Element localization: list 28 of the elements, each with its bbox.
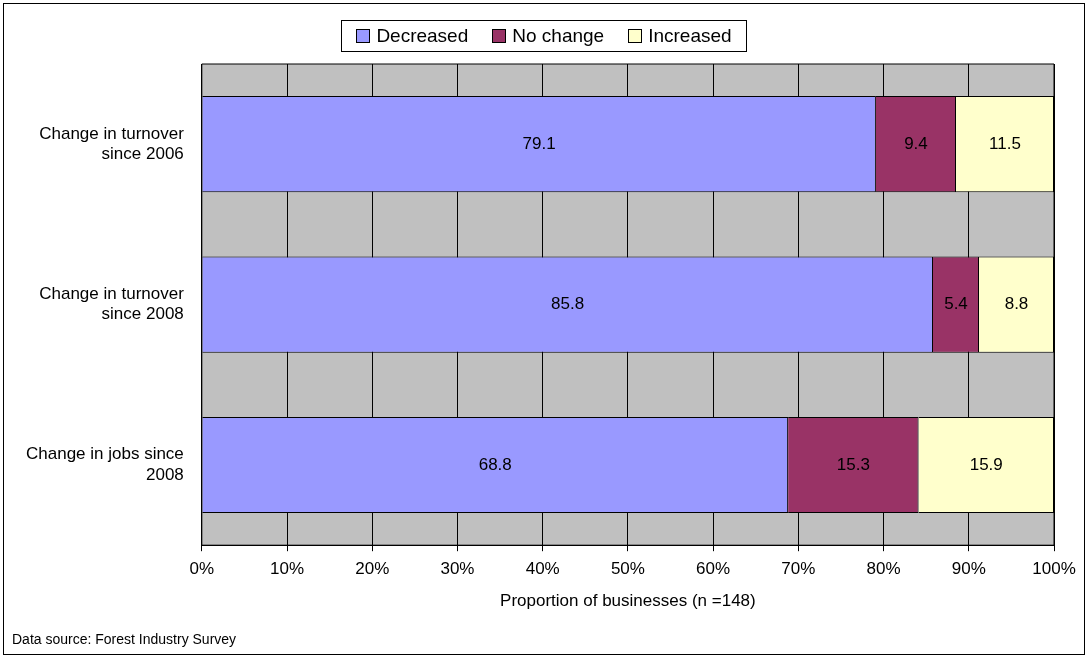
x-tick-label: 30% (440, 559, 475, 579)
x-tick-label: 100% (1032, 559, 1076, 579)
x-tick-label: 90% (951, 559, 986, 579)
x-axis-title: Proportion of businesses (n =148) (500, 591, 756, 611)
x-tick-label: 60% (696, 559, 731, 579)
legend-label: Increased (648, 25, 732, 47)
x-tick-label: 80% (866, 559, 901, 579)
data-label: 85.8 (551, 294, 585, 314)
legend-label: No change (512, 25, 605, 47)
data-label: 11.5 (989, 133, 1021, 153)
y-tick-label: Change in jobs since 2008 (25, 444, 184, 484)
data-label: 15.3 (836, 454, 870, 474)
data-label: 68.8 (478, 454, 512, 474)
data-label: 8.8 (1004, 294, 1029, 314)
y-tick-label: Change in turnover since 2006 (39, 123, 185, 164)
data-label: 9.4 (904, 133, 928, 153)
x-tick-label: 0% (189, 559, 215, 579)
x-tick-label: 20% (355, 559, 390, 579)
x-tick-label: 50% (610, 559, 645, 579)
x-tick-label: 70% (781, 559, 816, 579)
data-label: 5.4 (944, 294, 968, 314)
source-note: Data source: Forest Industry Survey (12, 631, 237, 647)
data-label: 15.9 (969, 454, 1003, 474)
x-tick-label: 40% (525, 559, 560, 579)
y-tick-label: Change in turnover since 2008 (39, 284, 185, 324)
text: Decreased (376, 25, 469, 47)
x-tick-label: 10% (270, 559, 305, 579)
data-label: 79.1 (522, 133, 556, 153)
